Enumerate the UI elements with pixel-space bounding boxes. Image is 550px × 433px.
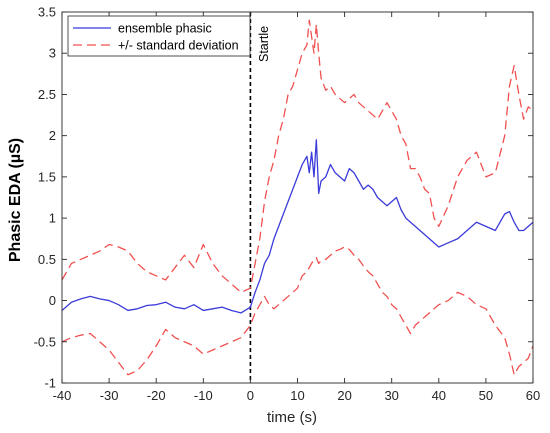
axes: -40 -30 -20 -10 0 10 20 30 40 50 60 -1 -0.5 0 0.5 1 1.5 2…: [34, 5, 541, 404]
y-tick-label: -0.5: [34, 334, 56, 349]
y-tick-label: 2.5: [38, 87, 56, 102]
y-tick-label: -1: [44, 376, 56, 391]
y-tick-label: 2: [49, 128, 56, 143]
x-tick-label: -20: [147, 388, 166, 403]
x-axis-label: time (s): [267, 409, 317, 426]
y-tick-label: 0: [49, 293, 56, 308]
x-tick-label: 60: [526, 388, 540, 403]
y-tick-label: 1: [49, 211, 56, 226]
x-tick-label: 0: [247, 388, 254, 403]
series-line-ensemble-phasic: [62, 139, 533, 314]
y-tick-label: 0.5: [38, 252, 56, 267]
x-tick-label: 10: [290, 388, 304, 403]
plot-background: [62, 12, 533, 383]
legend-label-ensemble: ensemble phasic: [118, 22, 212, 36]
legend: ensemble phasic +/- standard deviation: [67, 15, 251, 57]
y-tick-label: 3: [49, 46, 56, 61]
x-tick-label: -40: [53, 388, 72, 403]
x-tick-label: -30: [100, 388, 119, 403]
x-tick-label: 30: [384, 388, 398, 403]
x-tick-label: 50: [479, 388, 493, 403]
y-axis-label: Phasic EDA (µS): [7, 138, 24, 262]
x-tick-label: 20: [337, 388, 351, 403]
y-tick-label: 3.5: [38, 5, 56, 20]
legend-box: [67, 15, 251, 57]
startle-annotation: Startle: [257, 26, 271, 62]
x-tick-label: 40: [432, 388, 446, 403]
y-tick-label: 1.5: [38, 169, 56, 184]
legend-label-std: +/- standard deviation: [118, 39, 239, 53]
series-line-std-upper: [62, 19, 533, 293]
x-tick-label: -10: [194, 388, 213, 403]
plot-area: [62, 12, 533, 383]
